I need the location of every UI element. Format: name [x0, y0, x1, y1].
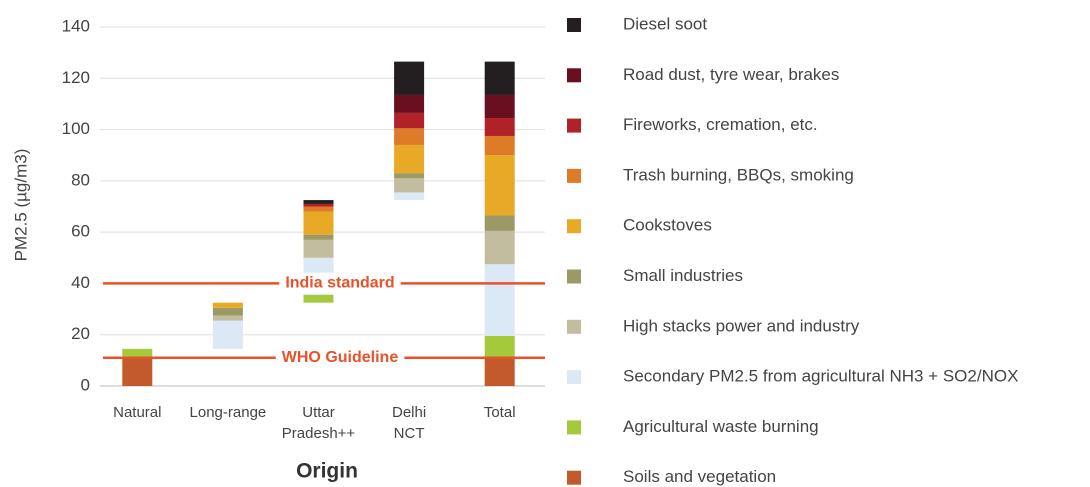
bar-segment: [484, 335, 515, 358]
legend-label: Road dust, tyre wear, brakes: [623, 65, 839, 84]
legend-swatch: [567, 470, 581, 485]
bar-segment: [484, 135, 515, 156]
bar-segment: [303, 294, 334, 303]
bar-segment: [484, 155, 515, 216]
y-axis-label: PM2.5 (µg/m3): [11, 149, 30, 262]
y-tick-label: 80: [71, 170, 90, 189]
reference-label: India standard: [285, 275, 394, 292]
bar-segment: [303, 203, 334, 207]
x-tick-label: Pradesh++: [282, 425, 356, 442]
legend-swatch: [567, 18, 581, 32]
bar-segment: [484, 94, 515, 119]
bar-segment: [212, 307, 243, 316]
bar-segment: [303, 239, 334, 258]
y-tick-label: 140: [62, 16, 90, 35]
reference-label-bg: [279, 272, 401, 294]
legend-swatch: [567, 168, 581, 183]
bar-segment: [484, 118, 515, 136]
legend-label: Trash burning, BBQs, smoking: [623, 165, 854, 184]
bar-segment: [303, 206, 334, 212]
bar-segment: [212, 315, 243, 321]
bar-segment: [122, 348, 153, 358]
bar-segment: [394, 128, 425, 145]
bar-segment: [394, 192, 425, 201]
bar-segment: [394, 94, 425, 113]
legend-swatch: [567, 370, 581, 385]
x-axis-label: Origin: [296, 460, 358, 483]
legend-swatch: [567, 269, 581, 284]
bar-segment: [394, 112, 425, 129]
bar-segment: [484, 61, 515, 95]
legend-swatch: [567, 68, 581, 83]
bar-segment: [122, 357, 153, 386]
legend-swatch: [567, 118, 581, 133]
x-tick-label: Uttar: [302, 404, 335, 421]
bar-segment: [303, 234, 334, 240]
bar-segment: [484, 230, 515, 265]
y-tick-label: 0: [81, 375, 90, 394]
legend-swatch: [567, 319, 581, 334]
legend-label: Fireworks, cremation, etc.: [623, 115, 818, 134]
x-tick-label: Total: [484, 404, 516, 421]
x-tick-label: NCT: [394, 425, 425, 442]
y-tick-label: 120: [62, 68, 90, 87]
bar-segment: [212, 302, 243, 308]
y-tick-label: 60: [71, 222, 90, 241]
x-tick-label: Delhi: [392, 404, 426, 421]
bar-segment: [394, 178, 425, 193]
bar-segment: [394, 144, 425, 174]
bar-segment: [484, 264, 515, 336]
bar-segment: [212, 320, 243, 349]
bar-segment: [394, 61, 425, 95]
bar-segment: [484, 215, 515, 231]
legend-swatch: [567, 420, 581, 435]
legend-label: Small industries: [623, 266, 743, 285]
legend-swatch: [567, 219, 581, 234]
bar-segment: [394, 173, 425, 179]
x-tick-label: Long-range: [190, 404, 267, 421]
bar-segment: [303, 200, 334, 204]
x-tick-label: Natural: [113, 404, 161, 421]
bar-segment: [484, 357, 515, 386]
y-tick-label: 100: [62, 119, 90, 138]
bar-segment: [303, 211, 334, 235]
reference-label: WHO Guideline: [282, 349, 399, 366]
y-tick-label: 40: [71, 273, 90, 292]
legend-label: High stacks power and industry: [623, 316, 860, 335]
legend-label: Cookstoves: [623, 216, 712, 235]
reference-label-bg: [275, 347, 405, 369]
y-tick-label: 20: [71, 324, 90, 343]
legend-label: Agricultural waste burning: [623, 417, 819, 436]
legend-label: Secondary PM2.5 from agricultural NH3 + …: [623, 367, 1018, 386]
legend-label: Diesel soot: [623, 14, 707, 33]
legend-label: Soils and vegetation: [623, 467, 776, 486]
